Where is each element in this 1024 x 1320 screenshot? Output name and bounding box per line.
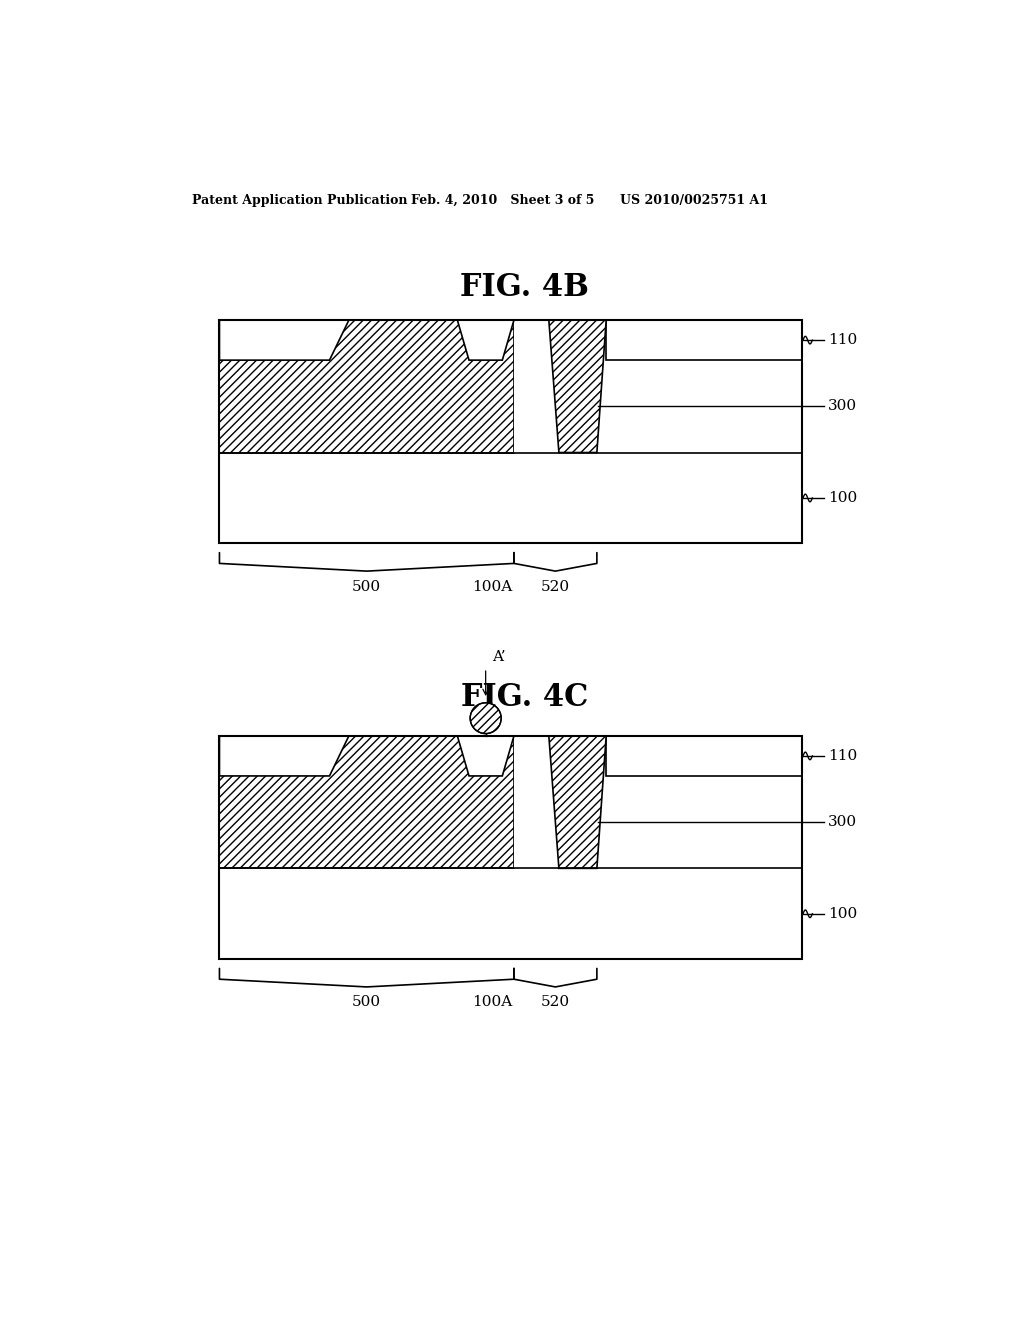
Bar — [219, 737, 802, 960]
Text: FIG. 4C: FIG. 4C — [461, 682, 589, 713]
Text: 100A: 100A — [472, 995, 512, 1010]
Polygon shape — [458, 321, 514, 360]
Text: 520: 520 — [541, 579, 570, 594]
Polygon shape — [549, 321, 606, 453]
Text: 500: 500 — [352, 995, 381, 1010]
Bar — [514, 737, 549, 869]
Text: FIG. 4B: FIG. 4B — [461, 272, 589, 304]
Polygon shape — [606, 737, 802, 776]
Polygon shape — [219, 321, 349, 360]
Polygon shape — [606, 321, 802, 360]
Bar — [219, 321, 802, 544]
Text: 100A: 100A — [472, 579, 512, 594]
Bar — [219, 737, 514, 869]
Text: 100: 100 — [827, 907, 857, 921]
Text: Feb. 4, 2010   Sheet 3 of 5: Feb. 4, 2010 Sheet 3 of 5 — [411, 194, 594, 207]
Bar — [514, 321, 549, 453]
Polygon shape — [458, 737, 514, 776]
Bar — [219, 321, 802, 544]
Text: 100: 100 — [827, 491, 857, 506]
Circle shape — [470, 702, 501, 734]
Text: 300: 300 — [827, 400, 857, 413]
Text: Patent Application Publication: Patent Application Publication — [193, 194, 408, 207]
Polygon shape — [219, 737, 349, 776]
Text: US 2010/0025751 A1: US 2010/0025751 A1 — [621, 194, 768, 207]
Text: 500: 500 — [352, 579, 381, 594]
Text: 520: 520 — [541, 995, 570, 1010]
Text: 110: 110 — [827, 333, 857, 347]
Bar — [219, 321, 514, 453]
Text: A’: A’ — [492, 651, 506, 664]
Bar — [219, 737, 802, 960]
Text: 300: 300 — [827, 816, 857, 829]
Polygon shape — [549, 737, 606, 869]
Text: 110: 110 — [827, 748, 857, 763]
